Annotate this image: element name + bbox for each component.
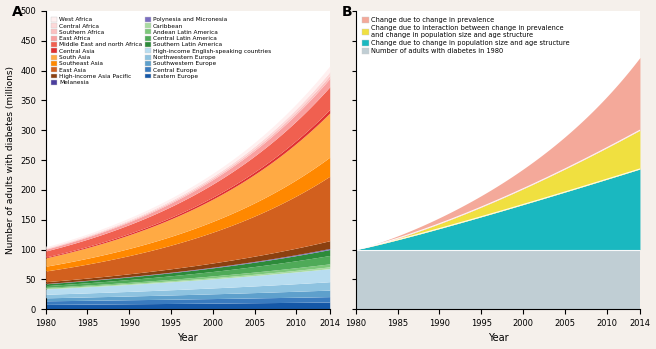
Legend: West Africa, Central Africa, Southern Africa, East Africa, Middle East and north: West Africa, Central Africa, Southern Af… (51, 17, 271, 86)
Text: A: A (12, 5, 22, 19)
X-axis label: Year: Year (487, 333, 508, 343)
X-axis label: Year: Year (177, 333, 198, 343)
Legend: Change due to change in prevalence, Change due to interaction between change in : Change due to change in prevalence, Chan… (362, 17, 569, 54)
Text: B: B (342, 5, 352, 19)
Y-axis label: Number of adults with diabetes (millions): Number of adults with diabetes (millions… (5, 66, 14, 254)
